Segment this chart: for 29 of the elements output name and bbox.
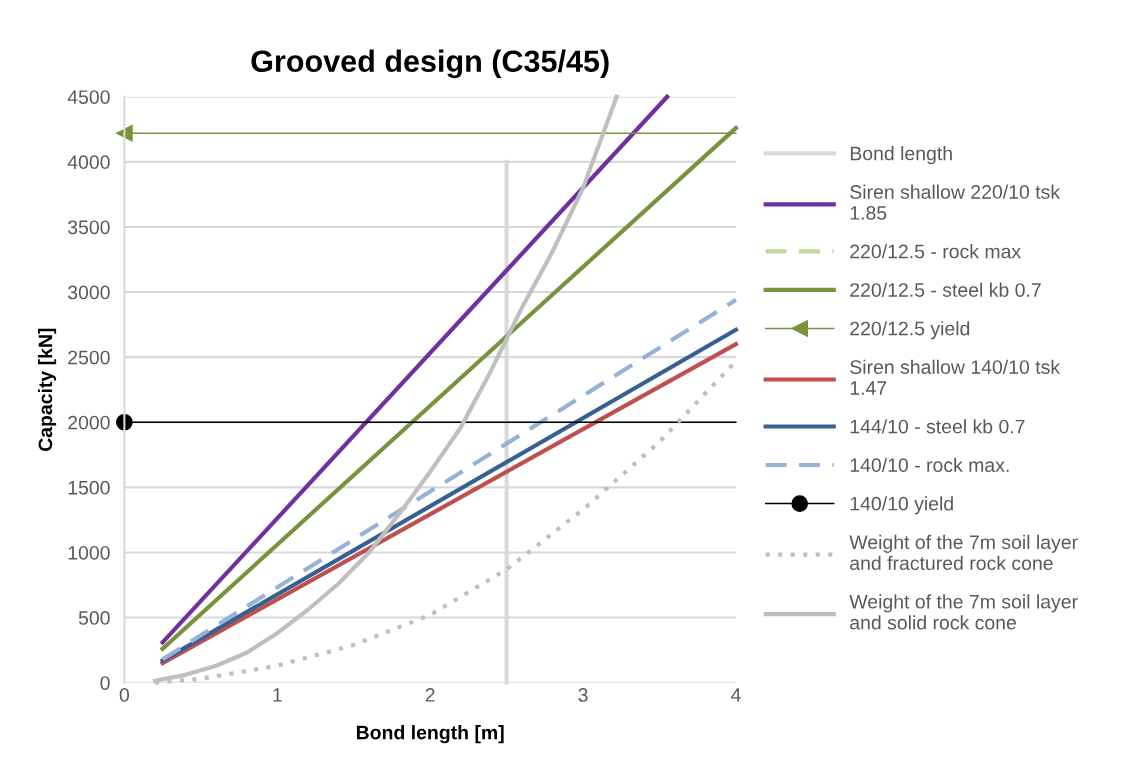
x-tick-label: 1 <box>273 688 282 702</box>
y-axis-title: Capacity [kN] <box>37 328 57 452</box>
y-tick-label: 4500 <box>67 90 110 104</box>
legend-label: 220/12.5 - rock max <box>850 244 1021 259</box>
legend-label: 140/10 - rock max. <box>850 457 1009 473</box>
y-tick-label: 500 <box>78 611 110 625</box>
legend-label: 144/10 - steel kb 0.7 <box>850 419 1025 434</box>
y-tick-label: 3500 <box>67 220 110 235</box>
y-tick-label: 1000 <box>68 545 110 560</box>
chart-title: Grooved design (C35/45) <box>251 49 609 79</box>
legend-label: Siren shallow 140/10 tsk 1.47 <box>850 359 1061 395</box>
y-tick-label: 3000 <box>67 285 110 300</box>
x-tick-label: 2 <box>425 688 435 702</box>
y-tick-label: 2000 <box>68 415 110 430</box>
x-tick-label: 0 <box>119 688 130 702</box>
legend-label: Weight of the 7m soil layer and fractured rock cone <box>849 534 1078 571</box>
y-tick-label: 1500 <box>68 480 110 495</box>
y-tick-label: 0 <box>100 676 110 690</box>
legend-label: Siren shallow 220/10 tsk 1.85 <box>850 184 1061 220</box>
x-tick-label: 3 <box>578 688 588 702</box>
y-tick-label: 4000 <box>67 155 110 170</box>
legend-label: 220/12.5 yield <box>850 321 970 340</box>
legend-label: Weight of the 7m soil layer and solid rock cone <box>849 594 1078 630</box>
x-tick-label: 4 <box>730 688 741 702</box>
y-tick-label: 2500 <box>68 350 110 365</box>
legend-label: 140/10 yield <box>850 496 953 515</box>
x-axis-title: Bond length [m] <box>356 725 504 744</box>
legend-label: Bond length <box>850 146 952 165</box>
legend-label: 220/12.5 - steel kb 0.7 <box>850 282 1041 297</box>
